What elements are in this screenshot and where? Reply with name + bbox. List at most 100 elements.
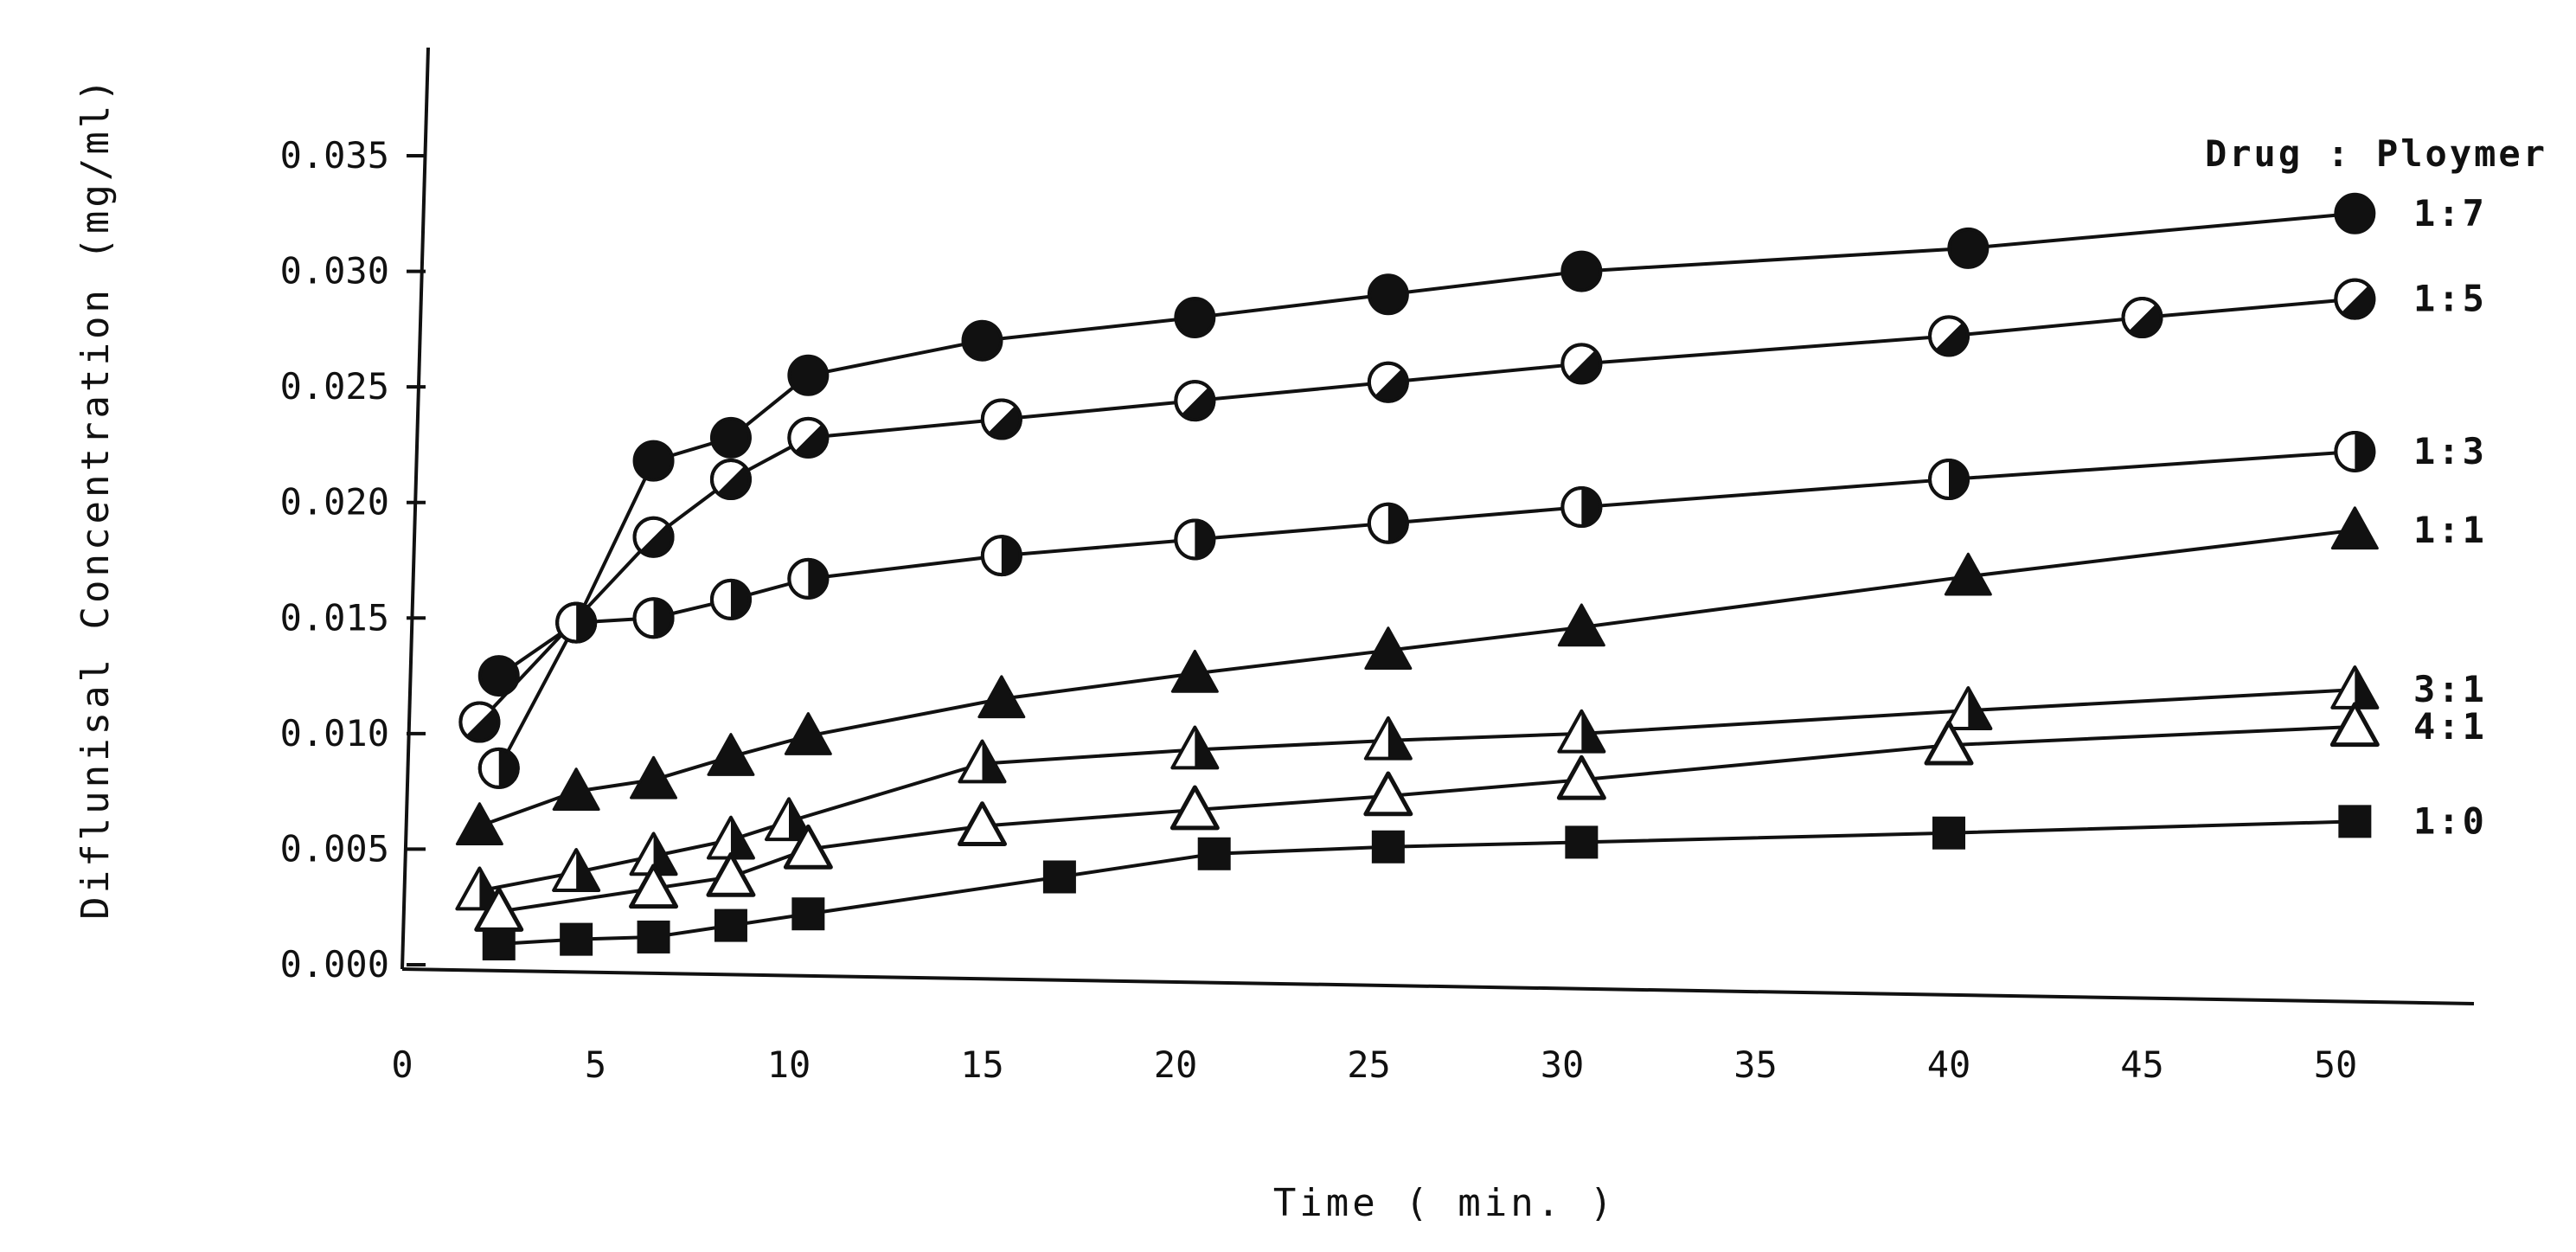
data-point-1-7 [1174,297,1216,338]
data-point-1-3 [1928,459,1970,500]
data-point-1-7 [1560,250,1603,292]
x-axis-title: Time ( min. ) [1273,1181,1616,1225]
series-lines [477,211,2355,946]
y-tick-label: 0.020 [280,481,389,523]
y-tick-label: 0.010 [280,712,389,754]
data-point-1-3 [477,747,520,789]
y-tick-label: 0.030 [280,250,389,292]
x-tick-label: 0 [391,1043,413,1086]
data-point-1-3 [1367,502,1409,544]
data-point-1-3 [787,557,830,600]
data-point-3-1 [1363,716,1413,761]
series-label-4-1: 4:1 [2413,705,2487,748]
data-point-1-1 [1170,649,1219,693]
data-point-1-5 [1928,315,1970,357]
data-point-1-5 [2334,278,2376,320]
data-point-1-7 [632,440,675,482]
x-tick-label: 5 [585,1043,606,1086]
data-point-1-5 [458,701,501,743]
x-tick-label: 15 [960,1043,1004,1086]
y-tick-label: 0.025 [280,365,389,408]
data-point-1-5 [2121,297,2163,338]
data-point-1-1 [977,675,1026,719]
series-line-4-1 [498,724,2355,914]
series-label-1-1: 1:1 [2413,509,2487,551]
series-line-1-5 [477,297,2355,723]
y-axis-title: Diflunisal Concentration (mg/ml) [74,75,118,920]
data-point-1-7 [1947,227,1990,269]
data-point-1-5 [1174,380,1216,422]
series-label-1-3: 1:3 [2413,430,2487,472]
series-line-1-1 [478,528,2355,828]
data-point-1-5 [632,516,675,558]
x-tick-label: 35 [1733,1043,1778,1086]
data-point-1-3 [2334,430,2376,472]
y-tick-label: 0.015 [280,596,389,639]
data-point-1-0 [1042,860,1076,894]
data-point-4-1 [1169,785,1220,831]
series-label-1-0: 1:0 [2413,799,2487,842]
series-line-3-1 [479,688,2355,893]
data-point-4-1 [783,824,833,870]
data-point-1-0 [791,897,825,931]
data-point-1-1 [707,733,755,776]
data-point-4-1 [1556,754,1606,800]
data-point-1-7 [961,319,1003,362]
chart-labels: 0.000 0.005 0.010 0.015 0.020 0.025 0.030 0.035… [74,75,2547,1225]
data-point-1-0 [1197,837,1231,870]
data-point-3-1 [552,848,601,892]
data-point-1-3 [709,578,752,620]
data-point-4-1 [706,851,756,897]
data-point-4-1 [2329,702,2380,748]
x-tick-label: 45 [2120,1043,2164,1086]
data-point-3-1 [1944,686,1993,730]
series-line-1-3 [497,449,2355,769]
data-point-1-5 [787,416,830,459]
data-point-1-7 [1367,273,1409,316]
legend-title: Drug : Ploymer [2205,132,2547,175]
data-point-1-5 [980,398,1022,440]
data-point-1-0 [1565,825,1599,859]
data-point-1-7 [709,416,752,459]
data-point-1-1 [784,712,832,755]
data-point-4-1 [958,801,1007,847]
data-point-1-0 [714,909,747,942]
data-point-1-3 [632,597,675,639]
data-point-1-1 [552,767,600,811]
data-point-1-1 [1944,552,1992,596]
data-point-1-1 [630,755,678,799]
data-point-3-1 [958,739,1007,784]
y-tick-label: 0.000 [280,943,389,986]
x-tick-label: 50 [2314,1043,2358,1086]
data-point-3-1 [455,866,504,911]
series-markers [455,192,2380,960]
data-point-1-3 [1174,518,1216,561]
data-point-3-1 [1170,725,1220,770]
data-point-1-3 [555,601,598,644]
data-point-1-3 [1560,486,1603,529]
y-axis-line [400,47,430,970]
data-point-1-1 [2330,506,2379,550]
data-point-3-1 [706,815,755,860]
x-tick-label: 30 [1541,1043,1585,1086]
data-point-1-0 [637,920,670,953]
data-point-1-3 [980,535,1022,577]
data-point-1-0 [482,927,516,960]
data-point-3-1 [2330,665,2380,709]
data-point-1-7 [2334,192,2376,234]
data-point-1-1 [1557,603,1605,647]
axes [400,47,2475,1005]
series-label-3-1: 3:1 [2413,668,2487,710]
x-tick-label: 10 [767,1043,811,1086]
data-point-1-5 [1560,343,1603,385]
series-label-1-5: 1:5 [2413,278,2487,320]
data-point-1-7 [477,655,520,697]
data-point-1-0 [560,922,593,956]
y-tick-label: 0.035 [280,134,389,177]
data-point-1-0 [2338,805,2372,838]
data-point-1-5 [1367,361,1409,403]
data-point-1-5 [709,459,752,500]
data-point-3-1 [1557,709,1606,754]
y-tick-label: 0.005 [280,827,389,870]
x-tick-label: 40 [1927,1043,1971,1086]
